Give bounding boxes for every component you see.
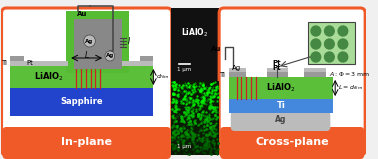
Bar [229,77,333,99]
Text: LiAlO$_2$: LiAlO$_2$ [266,82,296,94]
Bar [171,81,219,155]
Bar [10,88,153,116]
Bar [266,72,288,77]
Circle shape [338,39,348,49]
Text: Pt: Pt [273,65,282,71]
Circle shape [311,26,321,36]
Circle shape [338,26,348,36]
Circle shape [105,51,115,61]
Bar [266,68,288,72]
FancyBboxPatch shape [2,8,172,155]
FancyBboxPatch shape [3,127,171,159]
FancyBboxPatch shape [220,127,364,159]
Bar [304,72,325,77]
Text: Ti: Ti [2,60,7,66]
Bar [140,56,153,61]
Text: Ag: Ag [232,65,241,71]
Bar [304,68,325,72]
Bar [74,19,122,69]
Circle shape [311,52,321,62]
Text: LiAlO$_2$: LiAlO$_2$ [34,71,64,83]
Bar [10,56,24,61]
Circle shape [325,52,334,62]
Text: Ag: Ag [275,114,287,124]
FancyBboxPatch shape [231,111,330,131]
Bar [229,68,246,72]
Text: Ti: Ti [219,72,225,78]
Text: Pt: Pt [273,60,282,66]
Text: 1 μm: 1 μm [177,67,191,72]
Text: $L=d_{film}$: $L=d_{film}$ [338,83,363,92]
Bar [308,22,355,64]
Bar [66,11,129,73]
Bar [308,22,355,64]
Circle shape [325,26,334,36]
Text: Sapphire: Sapphire [60,97,103,107]
FancyBboxPatch shape [219,8,365,155]
Text: I: I [128,37,130,45]
Bar [229,72,246,77]
Circle shape [325,39,334,49]
Text: Au: Au [211,46,221,52]
Bar [10,61,68,66]
Circle shape [311,39,321,49]
Text: Au: Au [77,11,87,17]
Text: Cross-plane: Cross-plane [256,137,330,147]
Text: 1 μm: 1 μm [177,144,191,149]
Text: LiAlO$_2$: LiAlO$_2$ [181,27,209,39]
Circle shape [84,35,95,47]
Text: Ag: Ag [85,38,94,44]
Bar [229,99,333,113]
Text: In-plane: In-plane [61,137,112,147]
Bar [105,61,153,66]
Text: Pt: Pt [26,60,33,66]
Text: L: L [85,51,89,59]
Bar [171,8,219,81]
Text: $A:\Phi=3$ mm: $A:\Phi=3$ mm [329,70,371,78]
Bar [10,66,153,88]
Text: $d_{film}$: $d_{film}$ [156,73,170,81]
Text: Ti: Ti [277,101,285,111]
Circle shape [338,52,348,62]
Text: Ag: Ag [106,53,114,59]
